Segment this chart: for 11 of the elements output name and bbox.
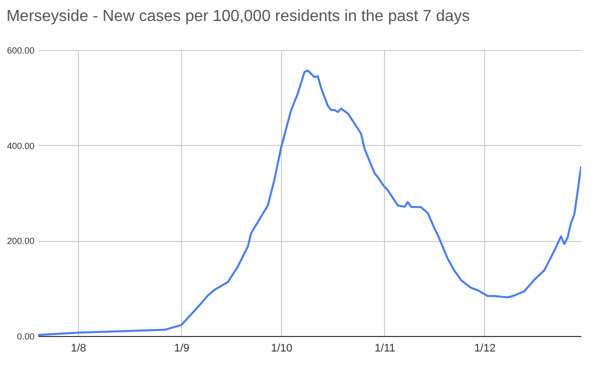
y-tick-label: 0.00 <box>16 332 34 342</box>
y-tick-label: 200.00 <box>6 236 34 246</box>
x-tick-label: 1/8 <box>70 342 86 354</box>
x-tick-label: 1/12 <box>474 342 496 354</box>
y-tick-label: 600.00 <box>6 46 34 56</box>
y-tick-label: 400.00 <box>6 140 34 151</box>
x-tick-label: 1/9 <box>174 342 190 354</box>
line-series <box>38 69 581 336</box>
chart-title: Merseyside - New cases per 100,000 residents in the past 7 days <box>6 8 470 25</box>
x-tick-label: 1/11 <box>374 342 396 354</box>
x-tick-label: 1/10 <box>270 342 292 354</box>
